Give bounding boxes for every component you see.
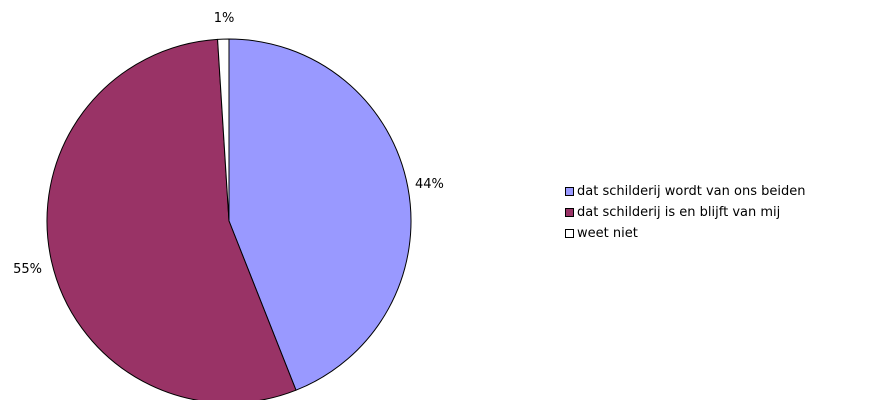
legend-swatch-ons-beiden bbox=[565, 187, 574, 196]
legend-swatch-van-mij bbox=[565, 208, 574, 217]
pie-slice-ons-beiden bbox=[228, 38, 412, 391]
pie-slice-van-mij bbox=[46, 38, 297, 400]
legend-item-van-mij: dat schilderij is en blijft van mij bbox=[565, 202, 805, 223]
legend: dat schilderij wordt van ons beiden dat … bbox=[565, 181, 805, 244]
data-label-van-mij: 55% bbox=[13, 262, 42, 277]
data-label-weet-niet: 1% bbox=[214, 11, 235, 26]
legend-label-ons-beiden: dat schilderij wordt van ons beiden bbox=[577, 184, 806, 199]
pie-slice-weet-niet bbox=[217, 38, 230, 222]
legend-item-ons-beiden: dat schilderij wordt van ons beiden bbox=[565, 181, 805, 202]
legend-label-van-mij: dat schilderij is en blijft van mij bbox=[577, 205, 781, 220]
legend-item-weet-niet: weet niet bbox=[565, 223, 805, 244]
legend-label-weet-niet: weet niet bbox=[577, 226, 638, 241]
data-label-ons-beiden: 44% bbox=[415, 177, 444, 192]
legend-swatch-weet-niet bbox=[565, 229, 574, 238]
